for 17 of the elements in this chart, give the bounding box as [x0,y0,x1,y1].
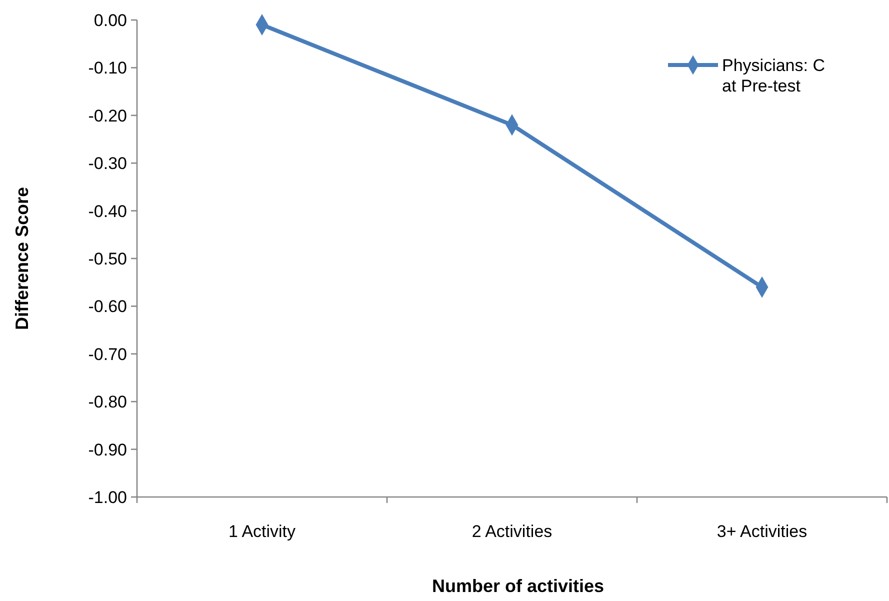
legend-label: Physicians: C at Pre-test [722,56,825,96]
y-tick-label: 0.00 [94,10,127,30]
y-tick-label: -0.50 [88,249,127,268]
x-tick-label: 3+ Activities [716,522,808,541]
y-tick-label: -0.90 [88,440,127,460]
y-tick-label: -0.10 [88,58,127,78]
x-tick-label: 2 Activities [472,522,552,541]
y-tick-label: -0.60 [88,297,127,316]
y-tick-label: -1.00 [88,488,127,507]
y-tick-label: -0.80 [88,392,127,412]
y-tick-label: -0.20 [88,106,127,126]
x-axis-title: Number of activities [432,576,604,596]
y-tick-label: -0.70 [88,344,127,364]
y-tick-label: -0.40 [88,202,127,221]
x-tick-label: 1 Activity [228,522,296,541]
y-tick-label: -0.30 [88,154,127,174]
y-axis-title: Difference Score [12,186,32,330]
